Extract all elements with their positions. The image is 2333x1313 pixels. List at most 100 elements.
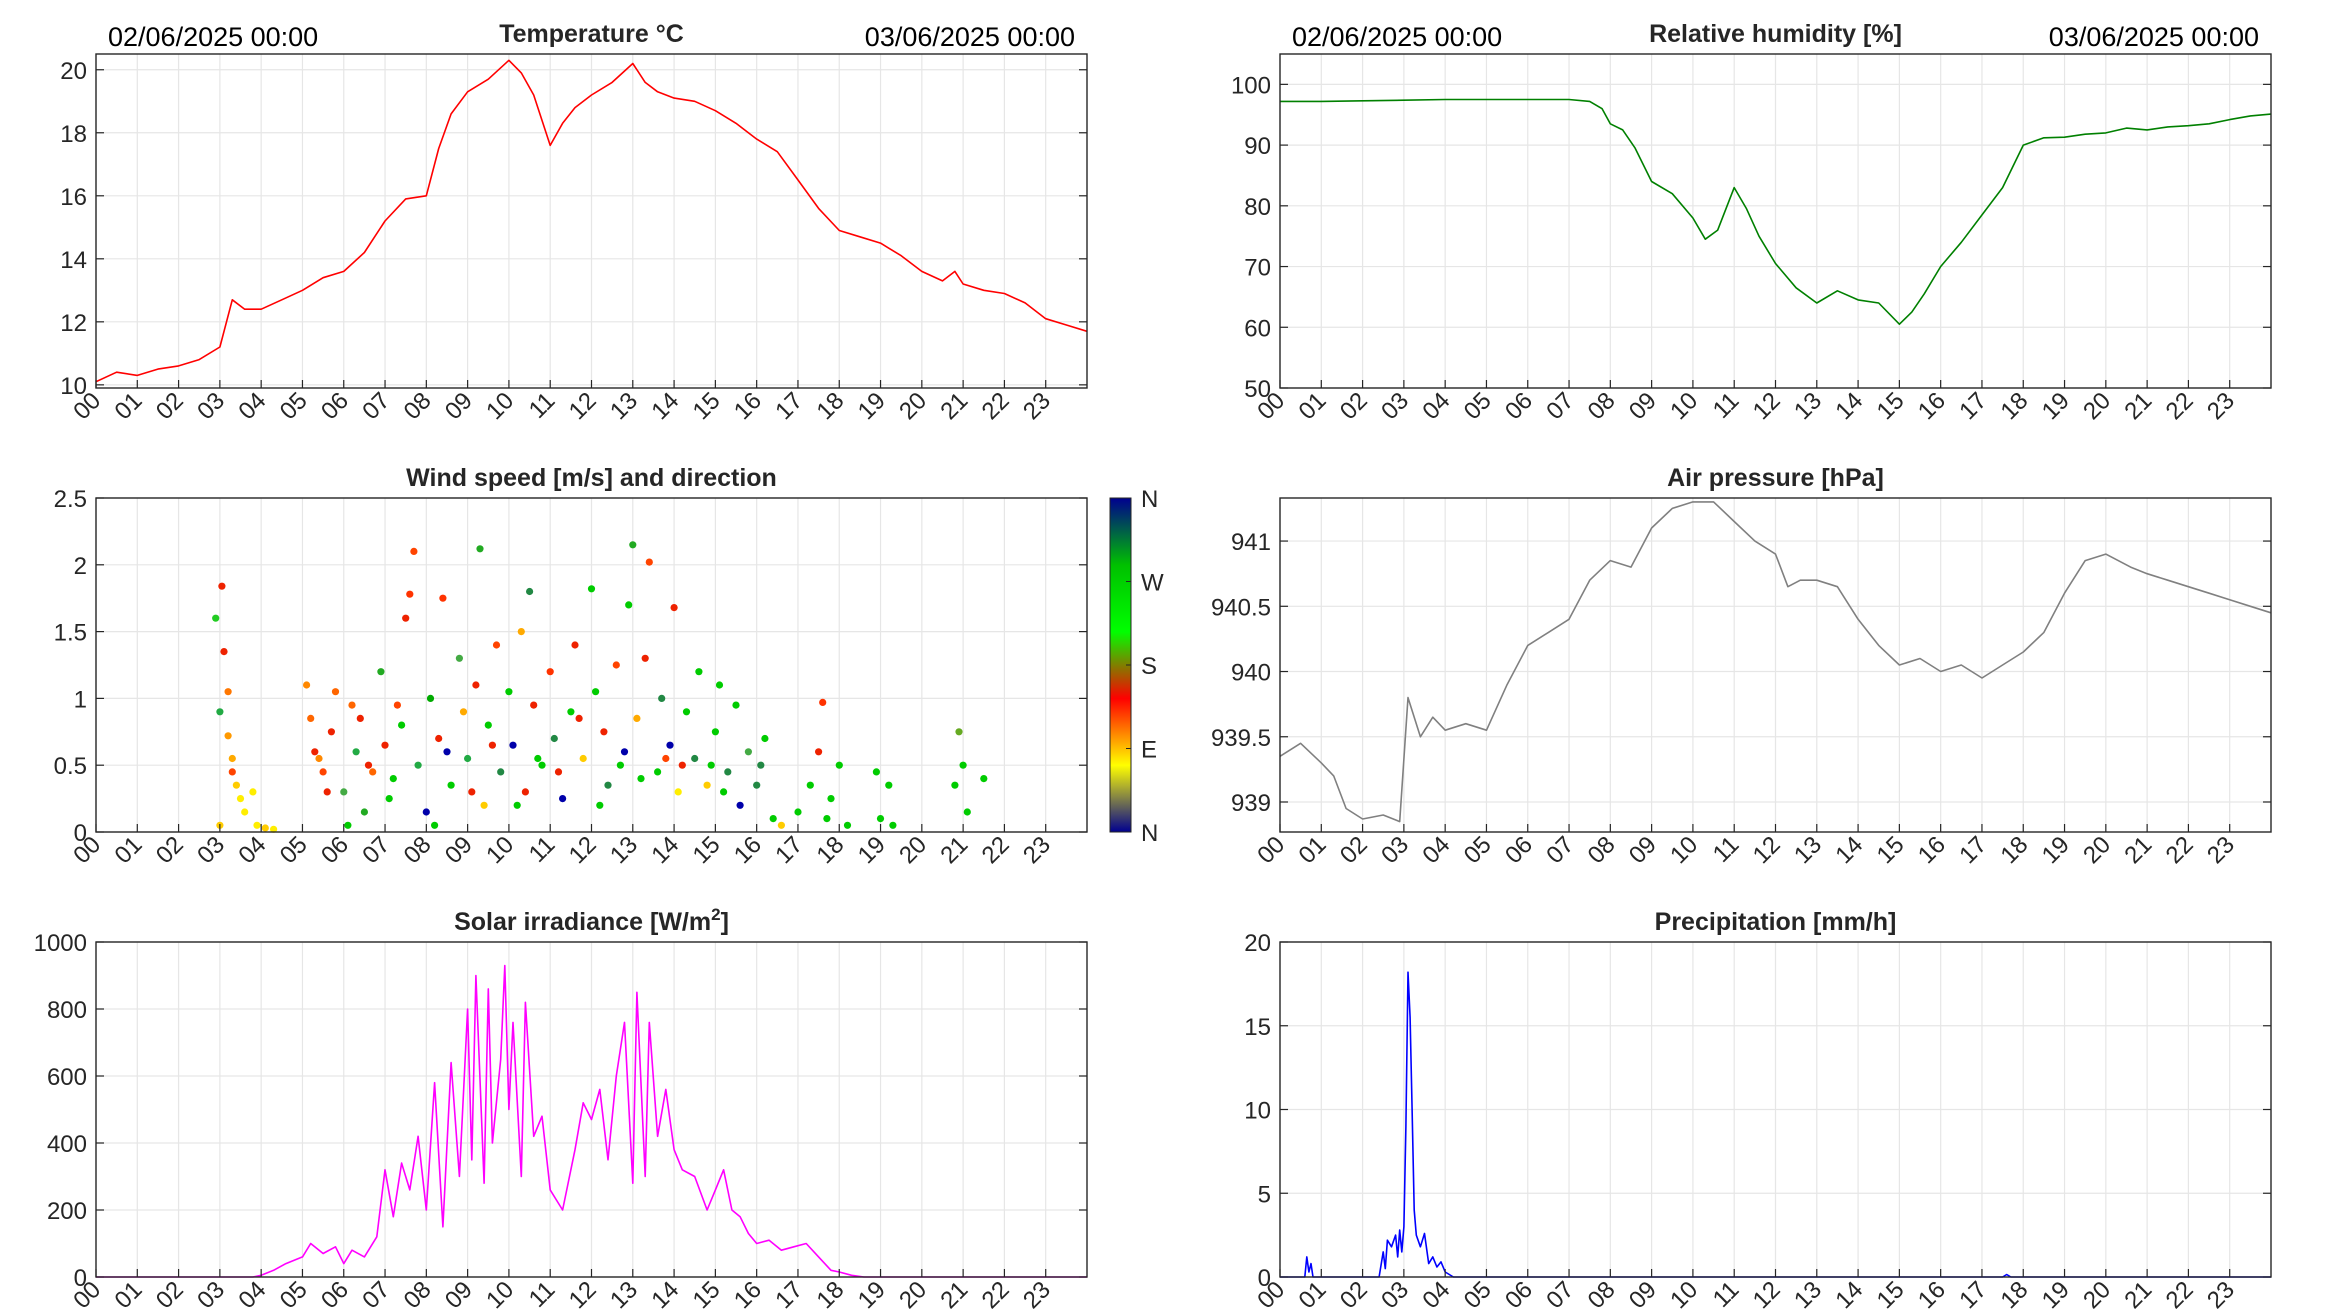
- wind-point: [625, 601, 633, 609]
- x-tick-label: 16: [1913, 1276, 1951, 1313]
- x-tick-label: 13: [1789, 1276, 1827, 1313]
- wind-point: [431, 821, 439, 829]
- wind-point: [389, 775, 397, 783]
- wind-point: [480, 801, 488, 809]
- x-tick-label: 05: [275, 387, 313, 425]
- start-date-label: 02/06/2025 00:00: [1292, 22, 1502, 52]
- humidity-title: Relative humidity [%]: [1649, 20, 1902, 48]
- x-tick-label: 04: [1417, 387, 1455, 425]
- wind-points: [212, 541, 988, 833]
- x-tick-label: 10: [1665, 1276, 1703, 1313]
- wind-point: [827, 795, 835, 803]
- x-tick-label: 14: [1830, 1276, 1868, 1313]
- y-tick-label: 12: [60, 310, 87, 337]
- y-tick-label: 2: [74, 553, 87, 580]
- y-tick-label: 10: [60, 373, 87, 400]
- wind-point: [311, 748, 319, 756]
- x-tick-label: 01: [110, 387, 148, 425]
- x-tick-label: 13: [1789, 831, 1827, 869]
- x-tick-label: 07: [1541, 387, 1579, 425]
- x-tick-label: 23: [1018, 831, 1056, 869]
- x-tick-label: 19: [853, 831, 891, 869]
- wind-point: [377, 668, 385, 676]
- x-tick-label: 09: [1624, 1276, 1662, 1313]
- y-tick-label: 940.5: [1211, 594, 1271, 621]
- colorbar-label: E: [1141, 737, 1157, 764]
- solar-series-line: [96, 964, 1087, 1278]
- wind-point: [327, 728, 335, 736]
- x-tick-label: 20: [894, 831, 932, 869]
- y-tick-label: 14: [60, 247, 87, 274]
- x-tick-label: 08: [399, 831, 437, 869]
- x-tick-label: 21: [2119, 387, 2157, 425]
- wind-point: [592, 688, 600, 696]
- wind-point: [340, 788, 348, 796]
- colorbar-label: S: [1141, 653, 1157, 680]
- x-tick-label: 16: [729, 387, 767, 425]
- y-tick-label: 90: [1244, 133, 1271, 160]
- wind-point: [633, 714, 641, 723]
- x-tick-label: 07: [357, 1276, 395, 1313]
- wind-point: [224, 688, 232, 696]
- wind-point: [414, 761, 422, 769]
- x-tick-label: 13: [605, 831, 643, 869]
- x-tick-label: 20: [2078, 1276, 2116, 1313]
- wind-point: [476, 545, 484, 553]
- wind-point: [232, 781, 240, 789]
- wind-point: [654, 768, 662, 776]
- wind-point: [218, 582, 226, 590]
- wind-point: [307, 714, 315, 723]
- x-tick-label: 02: [1335, 1276, 1373, 1313]
- pressure-series-line: [1279, 501, 2272, 823]
- humidity-grid: [1279, 54, 2271, 389]
- y-tick-label: 60: [1244, 315, 1271, 342]
- x-tick-label: 12: [1748, 387, 1786, 425]
- wind-point: [521, 788, 530, 796]
- x-tick-label: 20: [894, 387, 932, 425]
- wind-point: [963, 808, 971, 816]
- x-tick-label: 02: [151, 831, 189, 869]
- x-tick-label: 01: [1294, 831, 1332, 869]
- wind-point: [534, 754, 542, 763]
- wind-point: [620, 748, 629, 756]
- x-tick-label: 14: [646, 1276, 684, 1313]
- x-tick-label: 19: [2037, 831, 2075, 869]
- x-tick-label: 23: [2202, 1276, 2240, 1313]
- wind-point: [398, 721, 406, 729]
- y-tick-label: 10: [1244, 1098, 1271, 1125]
- x-tick-label: 17: [770, 1276, 808, 1313]
- solar-title: Solar irradiance [W/m2]: [454, 905, 729, 936]
- wind-point: [550, 734, 558, 743]
- wind-point: [356, 714, 364, 723]
- x-tick-label: 07: [1541, 831, 1579, 869]
- x-tick-label: 06: [1500, 831, 1538, 869]
- x-tick-label: 06: [316, 387, 354, 425]
- x-tick-label: 04: [1417, 831, 1455, 869]
- x-tick-label: 13: [605, 1276, 643, 1313]
- wind-point: [695, 668, 703, 676]
- wind-point: [711, 728, 720, 736]
- x-tick-label: 18: [812, 831, 850, 869]
- wind-point: [492, 641, 501, 649]
- y-tick-label: 940: [1231, 660, 1271, 687]
- x-tick-label: 20: [2078, 831, 2116, 869]
- temperature-title: Temperature °C: [499, 20, 684, 48]
- wind-point: [815, 748, 823, 756]
- x-tick-label: 03: [1376, 1276, 1414, 1313]
- wind-point: [959, 761, 967, 769]
- x-tick-label: 08: [1583, 831, 1621, 869]
- wind-point: [249, 788, 257, 796]
- wind-point: [331, 688, 340, 696]
- x-tick-label: 12: [1748, 831, 1786, 869]
- wind-point: [761, 734, 769, 743]
- x-tick-label: 11: [524, 387, 561, 424]
- x-tick-label: 12: [564, 831, 602, 869]
- wind-point: [303, 681, 311, 689]
- wind-point: [530, 701, 538, 709]
- pressure-title: Air pressure [hPa]: [1667, 464, 1884, 492]
- wind-point: [843, 821, 852, 829]
- wind-point: [769, 815, 777, 823]
- wind-point: [980, 775, 988, 783]
- y-tick-label: 15: [1244, 1014, 1271, 1041]
